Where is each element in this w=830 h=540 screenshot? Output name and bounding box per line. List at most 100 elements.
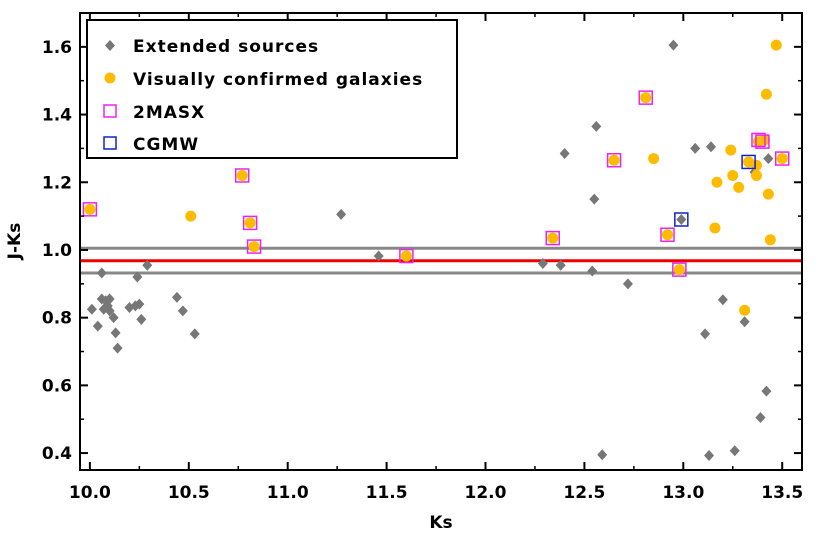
- x-tick-label: 12.5: [563, 483, 605, 503]
- point-visually-confirmed-galaxies: [760, 88, 772, 100]
- point-extended-sources: [112, 342, 123, 354]
- point-visually-confirmed-galaxies: [185, 210, 197, 222]
- point-2masx: [545, 230, 561, 246]
- y-tick-label: 1.6: [42, 38, 72, 58]
- point-extended-sources: [690, 142, 701, 154]
- point-extended-sources: [104, 305, 115, 317]
- point-extended-sources: [132, 271, 143, 283]
- legend-square-blue-icon: [103, 136, 117, 150]
- point-2masx: [774, 151, 790, 166]
- point-visually-confirmed-galaxies: [244, 217, 256, 229]
- y-tick-label: 0.4: [42, 444, 72, 464]
- point-visually-confirmed-galaxies: [733, 181, 745, 193]
- x-tick-label: 11.5: [366, 483, 408, 503]
- point-visually-confirmed-galaxies: [236, 169, 248, 181]
- point-extended-sources: [373, 250, 384, 262]
- point-extended-sources: [622, 278, 633, 290]
- point-extended-sources: [676, 213, 687, 225]
- point-2masx: [234, 168, 250, 183]
- point-2masx: [606, 153, 622, 168]
- legend-diamond-icon: [105, 40, 115, 51]
- point-extended-sources: [668, 39, 679, 51]
- point-extended-sources: [142, 259, 153, 271]
- point-extended-sources: [761, 385, 772, 397]
- point-2masx: [751, 132, 766, 148]
- y-tick-label: 0.8: [42, 309, 72, 329]
- point-visually-confirmed-galaxies: [84, 203, 96, 215]
- point-extended-sources: [591, 120, 602, 132]
- point-visually-confirmed-galaxies: [608, 154, 620, 166]
- point-2masx: [242, 215, 258, 231]
- x-tick-label: 12.0: [465, 483, 507, 503]
- point-visually-confirmed-galaxies: [725, 144, 737, 156]
- point-visually-confirmed-galaxies: [739, 304, 751, 316]
- legend-label-2masx: 2MASX: [133, 103, 205, 123]
- x-tick-label: 13.5: [761, 483, 803, 503]
- point-extended-sources: [171, 291, 182, 303]
- point-extended-sources: [739, 316, 750, 328]
- point-extended-sources: [729, 445, 740, 457]
- point-extended-sources: [134, 298, 145, 310]
- plot-frame: [79, 12, 803, 471]
- x-tick-label: 10.0: [69, 483, 111, 503]
- point-extended-sources: [96, 267, 107, 279]
- x-tick-label: 10.5: [168, 483, 210, 503]
- legend-circle-icon: [104, 72, 116, 84]
- y-tick-label: 0.6: [42, 376, 72, 396]
- point-extended-sources: [597, 449, 608, 461]
- point-visually-confirmed-galaxies: [764, 234, 776, 246]
- point-extended-sources: [700, 328, 711, 340]
- point-2masx: [755, 134, 770, 149]
- point-visually-confirmed-galaxies: [727, 169, 739, 181]
- point-extended-sources: [555, 259, 566, 271]
- point-visually-confirmed-galaxies: [770, 39, 782, 51]
- point-visually-confirmed-galaxies: [400, 250, 412, 262]
- point-visually-confirmed-galaxies: [776, 153, 788, 165]
- point-extended-sources: [589, 193, 600, 205]
- legend-label-cgmw: CGMW: [133, 135, 199, 155]
- point-extended-sources: [86, 303, 97, 315]
- point-cgmw: [674, 212, 689, 227]
- point-extended-sources: [706, 141, 717, 153]
- legend-label-visually-confirmed-galaxies: Visually confirmed galaxies: [133, 70, 423, 90]
- point-extended-sources: [537, 258, 548, 270]
- x-tick-label: 13.0: [662, 483, 704, 503]
- y-tick-label: 1.0: [42, 241, 72, 261]
- point-extended-sources: [104, 293, 115, 305]
- point-visually-confirmed-galaxies: [248, 241, 260, 253]
- point-extended-sources: [189, 328, 200, 340]
- point-extended-sources: [336, 208, 347, 220]
- point-visually-confirmed-galaxies: [711, 176, 723, 188]
- point-extended-sources: [717, 294, 728, 306]
- point-2masx: [399, 248, 414, 264]
- legend-label-extended-sources: Extended sources: [133, 37, 319, 57]
- point-extended-sources: [110, 327, 121, 339]
- point-extended-sources: [136, 313, 147, 325]
- legend-square-magenta-icon: [103, 104, 117, 118]
- point-visually-confirmed-galaxies: [640, 92, 652, 104]
- data-points: [82, 39, 790, 461]
- point-extended-sources: [763, 153, 774, 165]
- point-visually-confirmed-galaxies: [751, 169, 763, 181]
- point-extended-sources: [587, 265, 598, 277]
- point-2masx: [638, 90, 653, 105]
- point-extended-sources: [108, 312, 119, 324]
- x-tick-label: 11.0: [267, 483, 309, 503]
- point-extended-sources: [92, 320, 103, 332]
- point-cgmw: [741, 154, 756, 170]
- point-extended-sources: [559, 147, 570, 159]
- x-axis-ticks: 10.0 10.5 11.0 11.5 12.0 12.5 13.0 13.5: [69, 13, 803, 503]
- point-extended-sources: [755, 412, 766, 424]
- point-visually-confirmed-galaxies: [673, 264, 685, 276]
- point-2masx: [246, 239, 262, 254]
- point-2masx: [82, 202, 98, 217]
- y-tick-label: 1.2: [42, 173, 72, 193]
- legend-box: [86, 19, 458, 159]
- point-visually-confirmed-galaxies: [709, 222, 721, 234]
- point-2masx: [672, 262, 687, 277]
- point-extended-sources: [177, 305, 188, 317]
- point-extended-sources: [704, 449, 715, 461]
- y-tick-label: 1.4: [42, 106, 72, 126]
- point-visually-confirmed-galaxies: [547, 232, 559, 244]
